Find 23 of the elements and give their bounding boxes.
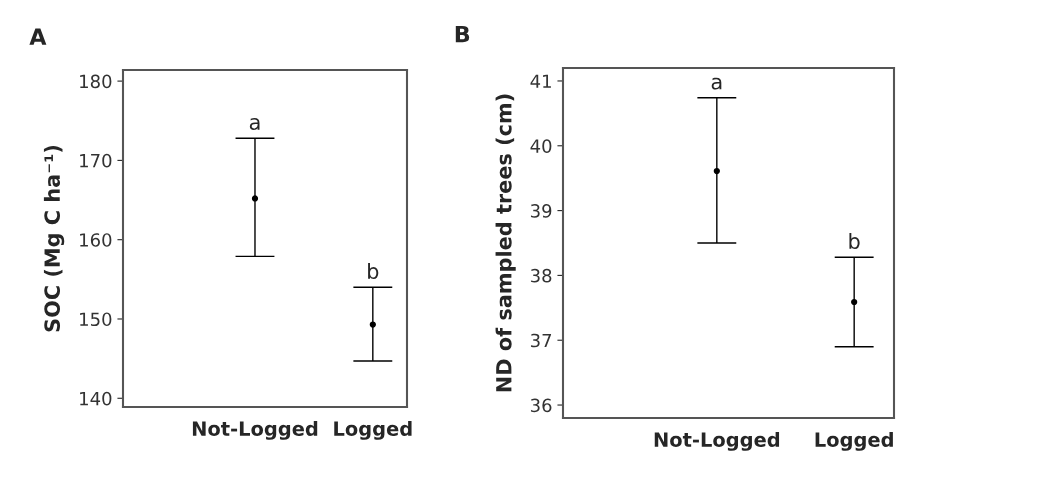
y-tick-label: 180 (80, 74, 112, 89)
y-tick-label: 37 (530, 333, 552, 348)
y-tick-label: 140 (80, 391, 112, 406)
y-tick-label: 38 (530, 268, 552, 283)
x-tick-label: Not-Logged (192, 420, 318, 440)
y-tick-label: 41 (530, 74, 551, 88)
y-tick-label: 150 (80, 312, 112, 327)
y-tick-label: 36 (530, 398, 552, 413)
chart-title: B (455, 25, 470, 43)
x-tick-label: Logged (334, 420, 412, 440)
y-tick-label: 170 (80, 153, 112, 168)
x-tick-label: Logged (815, 431, 893, 451)
y-axis-title: ND of sampled trees (cm) (495, 94, 516, 392)
y-tick-label: 160 (80, 233, 112, 247)
x-tick-label: Not-Logged (654, 431, 780, 451)
y-axis-title: SOC (Mg C ha⁻¹) (43, 145, 65, 332)
y-tick-label: 40 (530, 139, 552, 153)
chart-title: A (29, 28, 47, 45)
annotation: b (368, 262, 379, 280)
y-tick-label: 39 (530, 204, 552, 218)
annotation: b (849, 232, 860, 250)
annotation: a (711, 77, 722, 90)
annotation: a (249, 118, 260, 130)
